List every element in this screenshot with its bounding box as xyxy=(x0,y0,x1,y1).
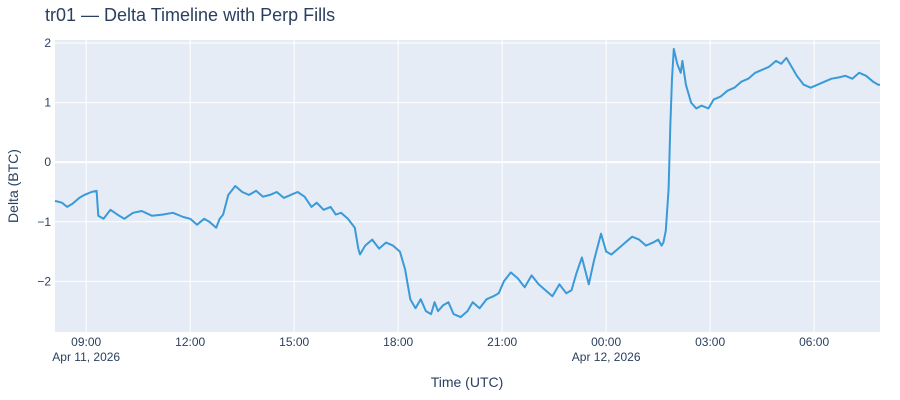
y-tick-label: −2 xyxy=(37,274,51,288)
y-tick-label: 0 xyxy=(44,155,51,169)
x-tick-label: 09:00 xyxy=(71,335,101,349)
series-layer xyxy=(54,47,880,319)
x-tick-label: 15:00 xyxy=(279,335,309,349)
plot-background xyxy=(55,40,880,332)
x-tick-label: 00:00 xyxy=(591,335,621,349)
x-tick-date-label: Apr 12, 2026 xyxy=(572,350,641,364)
x-tick-date-label: Apr 11, 2026 xyxy=(52,350,120,364)
x-tick-label: 18:00 xyxy=(383,335,413,349)
y-tick-label: −1 xyxy=(37,215,51,229)
chart-title: tr01 — Delta Timeline with Perp Fills xyxy=(45,5,335,25)
x-axis-title: Time (UTC) xyxy=(431,374,504,390)
x-tick-label: 03:00 xyxy=(695,335,725,349)
delta-series-line xyxy=(54,47,880,319)
y-axis-ticks: 2 1 0 −1 −2 xyxy=(37,36,51,288)
y-axis-title: Delta (BTC) xyxy=(5,149,21,223)
y-tick-label: 2 xyxy=(44,36,51,50)
x-tick-label: 12:00 xyxy=(175,335,205,349)
y-tick-label: 1 xyxy=(44,96,51,110)
x-tick-label: 21:00 xyxy=(487,335,517,349)
x-tick-label: 06:00 xyxy=(799,335,829,349)
